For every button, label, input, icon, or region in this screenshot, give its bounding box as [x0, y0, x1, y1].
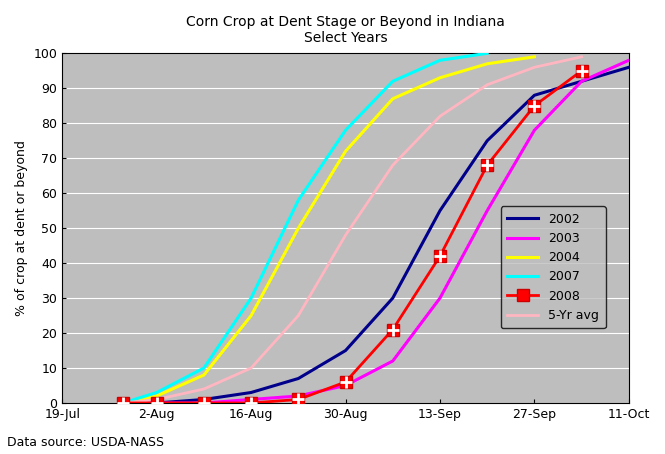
- Y-axis label: % of crop at dent or beyond: % of crop at dent or beyond: [15, 140, 28, 316]
- Text: Data source: USDA-NASS: Data source: USDA-NASS: [7, 436, 164, 449]
- Title: Corn Crop at Dent Stage or Beyond in Indiana
Select Years: Corn Crop at Dent Stage or Beyond in Ind…: [186, 15, 505, 45]
- Legend: 2002, 2003, 2004, 2007, 2008, 5-Yr avg: 2002, 2003, 2004, 2007, 2008, 5-Yr avg: [501, 207, 606, 328]
